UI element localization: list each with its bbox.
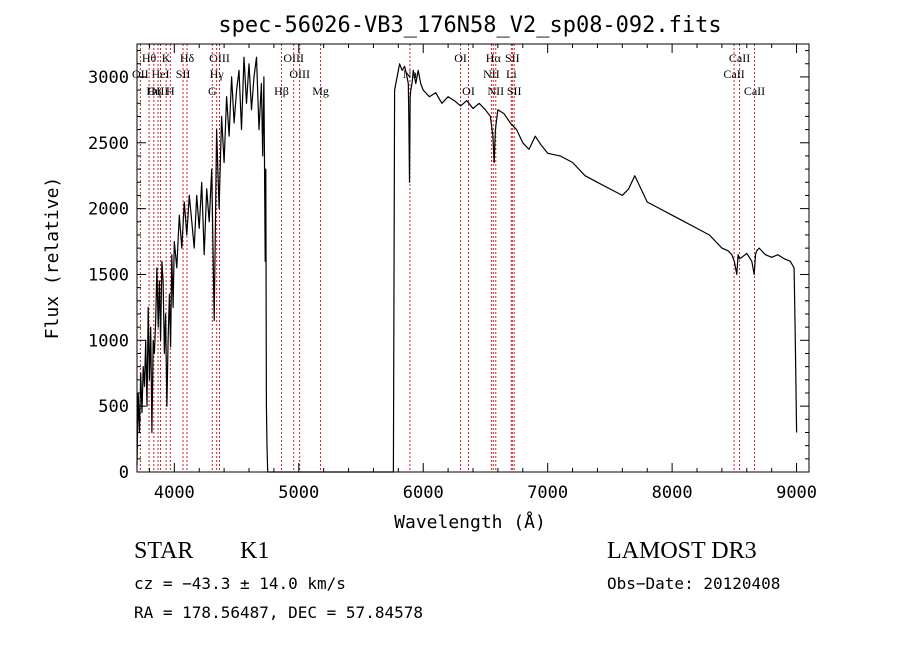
line-marker-label-19: Hα bbox=[486, 51, 502, 65]
subclass-label: K1 bbox=[240, 538, 270, 564]
y-tick-label-5: 2500 bbox=[88, 134, 129, 154]
x-tick-label-1: 5000 bbox=[278, 483, 319, 503]
line-marker-label-24: SII bbox=[507, 84, 522, 98]
line-marker-label-20: SII bbox=[505, 51, 520, 65]
line-marker-label-1: OII bbox=[132, 67, 149, 81]
y-tick-label-0: 0 bbox=[119, 463, 129, 483]
line-marker-label-26: CaII bbox=[723, 67, 744, 81]
x-tick-label-2: 6000 bbox=[403, 483, 444, 503]
line-marker-label-18: OI bbox=[462, 84, 475, 98]
line-marker-label-15: Mg bbox=[312, 84, 329, 98]
line-marker-label-12: OIII bbox=[283, 51, 304, 65]
y-tick-label-6: 3000 bbox=[88, 68, 129, 88]
line-marker-label-27: CaII bbox=[744, 84, 765, 98]
series-layer bbox=[136, 56, 798, 473]
axis-ticks: 4000 5000 6000 7000 8000 9000 0 500 1000 1500 2000… bbox=[88, 44, 817, 503]
line-marker-label-22: Li bbox=[506, 67, 517, 81]
obs-date-text: Obs−Date: 20120408 bbox=[607, 574, 781, 593]
line-marker-label-11: G bbox=[208, 84, 217, 98]
line-marker-label-25: CaII bbox=[729, 51, 750, 65]
line-marker-label-6: Hδ bbox=[180, 51, 195, 65]
line-marker-label-10: Hγ bbox=[210, 67, 225, 81]
x-tick-label-5: 9000 bbox=[776, 483, 817, 503]
y-tick-label-2: 1000 bbox=[88, 331, 129, 351]
x-axis-label: Wavelength (Å) bbox=[394, 511, 546, 533]
line-marker-label-0: Hθ bbox=[142, 51, 157, 65]
survey-label: LAMOST DR3 bbox=[607, 538, 757, 564]
line-marker-label-8: H bbox=[166, 84, 175, 98]
line-marker-label-21: NII bbox=[483, 67, 500, 81]
line-marker-label-23: NII bbox=[487, 84, 504, 98]
line-marker-label-2: OIII bbox=[148, 84, 169, 98]
line-marker-label-5: Hη bbox=[146, 84, 161, 98]
line-marker-label-7: SII bbox=[176, 67, 191, 81]
class-label: STAR bbox=[134, 538, 194, 564]
coords-text: RA = 178.56487, DEC = 57.84578 bbox=[134, 603, 423, 622]
line-marker-label-13: OIII bbox=[289, 67, 310, 81]
y-tick-label-3: 1500 bbox=[88, 265, 129, 285]
redshift-text: cz = −43.3 ± 14.0 km/s bbox=[134, 574, 346, 593]
y-tick-label-1: 500 bbox=[98, 397, 129, 417]
line-marker-label-4: HeI bbox=[152, 67, 170, 81]
y-axis-label: Flux (relative) bbox=[42, 177, 63, 340]
line-marker-label-9: OIII bbox=[209, 51, 230, 65]
line-marker-label-14: Hβ bbox=[274, 84, 289, 98]
x-tick-label-0: 4000 bbox=[154, 483, 195, 503]
y-tick-label-4: 2000 bbox=[88, 200, 129, 220]
line-marker-label-3: K bbox=[162, 51, 171, 65]
line-marker-label-17: OI bbox=[454, 51, 467, 65]
chart-title: spec-56026-VB3_176N58_V2_sp08-092.fits bbox=[218, 13, 721, 38]
series-line-0 bbox=[136, 56, 798, 473]
x-tick-label-3: 7000 bbox=[527, 483, 568, 503]
x-tick-label-4: 8000 bbox=[652, 483, 693, 503]
